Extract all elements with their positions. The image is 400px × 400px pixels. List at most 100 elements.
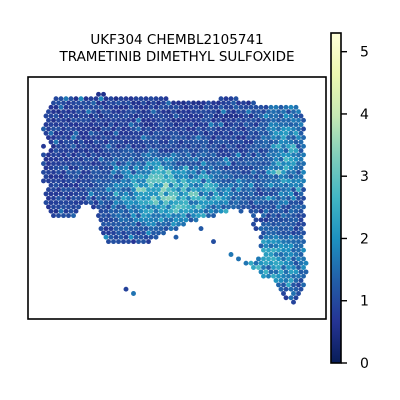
data-spot xyxy=(108,226,114,232)
data-spot xyxy=(51,126,56,132)
data-spot xyxy=(63,104,69,110)
data-spot xyxy=(111,239,116,245)
data-spot xyxy=(291,109,296,115)
data-spot xyxy=(211,126,216,132)
data-spot xyxy=(118,191,124,197)
data-spot xyxy=(288,174,294,180)
data-spot xyxy=(233,148,239,154)
data-spot xyxy=(186,126,191,132)
data-spot xyxy=(258,130,264,136)
data-spot xyxy=(233,139,239,145)
data-spot xyxy=(111,195,116,201)
data-spot xyxy=(248,174,254,180)
data-spot xyxy=(203,165,209,171)
data-spot xyxy=(136,161,141,167)
data-spot xyxy=(128,208,134,214)
data-spot xyxy=(168,139,174,145)
data-spot xyxy=(186,178,191,184)
data-spot xyxy=(271,187,276,193)
data-spot xyxy=(41,169,46,175)
data-spot xyxy=(136,135,141,141)
data-spot xyxy=(268,260,274,266)
data-spot xyxy=(283,252,289,257)
data-spot xyxy=(293,165,299,171)
data-spot xyxy=(298,208,304,214)
data-spot xyxy=(166,152,171,158)
data-spot xyxy=(113,165,119,171)
colorbar-tick-label: 0 xyxy=(360,356,369,372)
data-spot xyxy=(63,182,69,188)
data-spot xyxy=(298,148,304,154)
data-spot xyxy=(201,135,206,141)
data-spot xyxy=(78,165,84,171)
data-spot xyxy=(271,117,276,123)
data-spot xyxy=(158,113,164,119)
data-spot xyxy=(296,126,301,132)
data-spot xyxy=(191,126,196,132)
data-spot xyxy=(108,148,114,154)
data-spot xyxy=(236,100,241,106)
data-spot xyxy=(238,191,244,197)
data-spot xyxy=(288,139,294,145)
data-spot xyxy=(158,139,164,145)
data-spot xyxy=(248,208,254,214)
data-spot xyxy=(78,104,84,110)
data-spot xyxy=(206,169,211,175)
data-spot xyxy=(291,152,296,158)
data-spot xyxy=(288,226,294,232)
data-spot xyxy=(143,165,149,171)
data-spot xyxy=(221,178,226,184)
data-spot xyxy=(126,178,131,184)
data-spot xyxy=(283,243,289,249)
data-spot xyxy=(158,96,164,102)
data-spot xyxy=(116,204,121,210)
data-spot xyxy=(53,96,59,102)
data-spot xyxy=(253,217,259,223)
data-spot xyxy=(66,204,71,210)
data-spot xyxy=(158,200,164,206)
data-spot xyxy=(266,213,271,219)
data-spot xyxy=(238,200,244,206)
data-spot xyxy=(58,156,64,162)
data-spot xyxy=(261,169,266,175)
data-spot xyxy=(163,191,169,197)
data-spot xyxy=(273,148,279,154)
data-spot xyxy=(48,200,54,206)
data-spot xyxy=(178,156,184,162)
data-spot xyxy=(101,178,106,184)
data-spot xyxy=(161,187,166,193)
data-spot xyxy=(83,130,89,136)
data-spot xyxy=(236,204,241,210)
data-spot xyxy=(283,156,289,162)
data-spot xyxy=(101,204,106,210)
data-spot xyxy=(118,113,124,119)
data-spot xyxy=(113,156,119,162)
data-spot xyxy=(76,195,81,201)
data-spot xyxy=(148,156,154,162)
data-spot xyxy=(268,208,274,214)
data-spot xyxy=(181,187,186,193)
data-spot xyxy=(208,148,214,154)
data-spot xyxy=(258,139,264,145)
data-spot xyxy=(138,104,144,110)
data-spot xyxy=(278,191,284,197)
data-spot xyxy=(273,260,279,266)
data-spot xyxy=(151,187,156,193)
data-spot xyxy=(301,161,306,167)
data-spot xyxy=(78,156,84,162)
data-spot xyxy=(283,191,289,197)
data-spot xyxy=(58,200,64,206)
data-spot xyxy=(261,109,266,115)
data-spot xyxy=(136,195,141,201)
data-spot xyxy=(156,195,161,201)
data-spot xyxy=(198,139,204,145)
data-spot xyxy=(253,182,259,188)
data-spot xyxy=(133,165,139,171)
data-spot xyxy=(98,113,104,119)
data-spot xyxy=(76,135,81,141)
data-spot xyxy=(291,161,296,167)
data-spot xyxy=(261,126,266,132)
data-spot xyxy=(178,200,184,206)
data-spot xyxy=(48,113,54,119)
data-spot xyxy=(128,122,134,128)
